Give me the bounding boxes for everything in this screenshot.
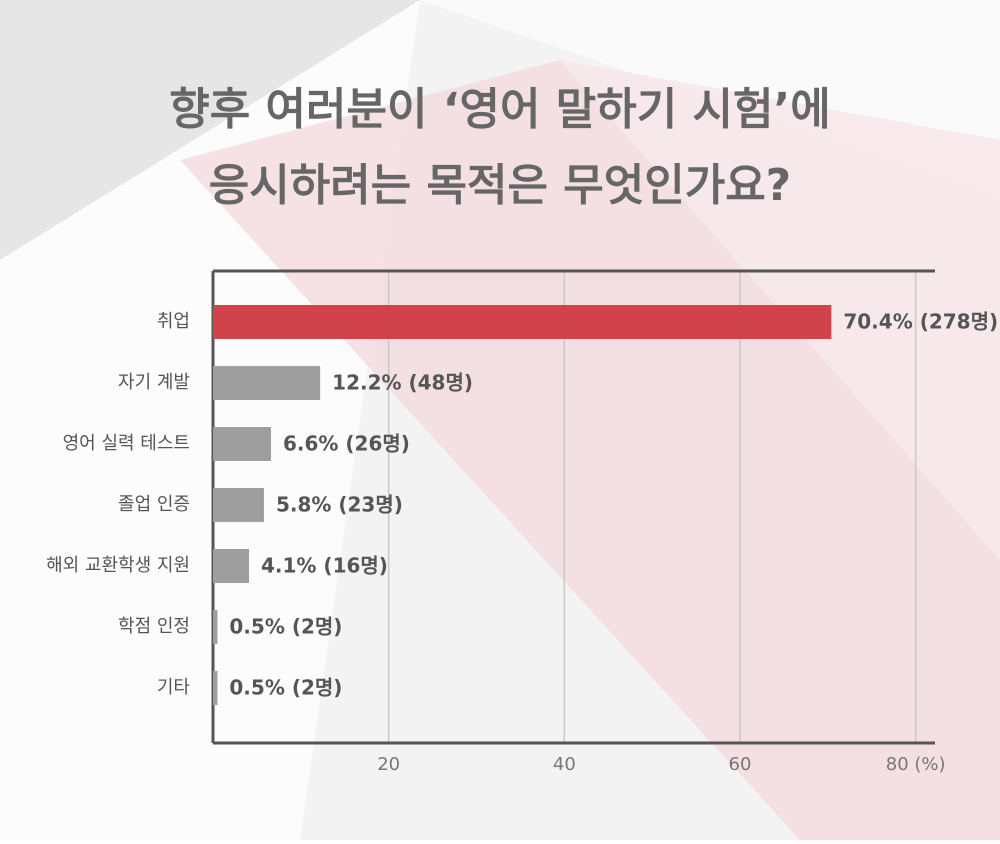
y-tick-label: 영어 실력 테스트 (63, 433, 190, 454)
bar (213, 305, 832, 339)
value-label: 70.4% (278명) (843, 310, 998, 334)
bar (213, 671, 218, 705)
x-tick-label: 60 (729, 754, 752, 775)
y-tick-label: 학점 인정 (118, 616, 190, 637)
y-tick-label: 졸업 인증 (118, 494, 190, 515)
value-label: 4.1% (16명) (261, 554, 388, 578)
value-label: 0.5% (2명) (229, 615, 342, 639)
value-label: 0.5% (2명) (229, 676, 342, 700)
value-label: 12.2% (48명) (332, 371, 473, 395)
bar (213, 488, 264, 522)
y-tick-label: 취업 (157, 311, 190, 332)
bar (213, 427, 271, 461)
x-tick-label: 80 (%) (886, 754, 946, 775)
x-tick-label: 20 (377, 754, 400, 775)
bar (213, 366, 321, 400)
x-tick-label: 40 (553, 754, 576, 775)
value-label: 6.6% (26명) (283, 432, 410, 456)
y-tick-label: 기타 (157, 677, 191, 698)
bar (213, 549, 250, 583)
y-tick-label: 해외 교환학생 지원 (46, 555, 190, 576)
bar (213, 610, 218, 644)
chart-title: 응시하려는 목적은 무엇인가요? (209, 160, 791, 211)
y-tick-label: 자기 계발 (118, 372, 190, 393)
background-shape (180, 60, 1000, 840)
chart-title: 향후 여러분이 ‘영어 말하기 시험’에 (169, 84, 830, 135)
value-label: 5.8% (23명) (276, 493, 403, 517)
